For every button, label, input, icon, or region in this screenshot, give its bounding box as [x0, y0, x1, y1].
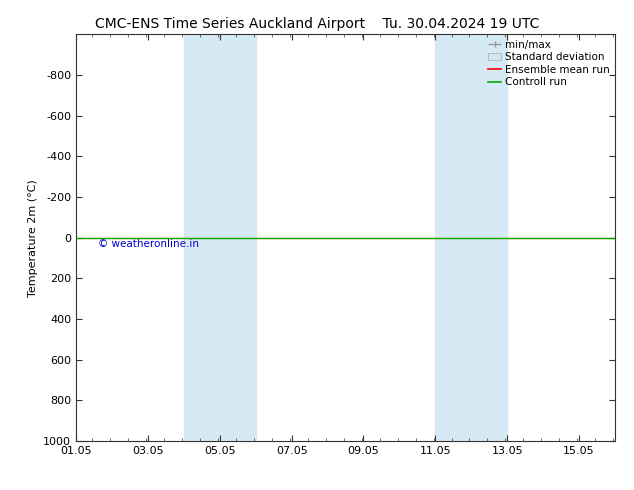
Bar [436, 34, 507, 441]
Bar [184, 34, 256, 441]
Y-axis label: Temperature 2m (°C): Temperature 2m (°C) [28, 179, 37, 296]
Legend: min/max, Standard deviation, Ensemble mean run, Controll run: min/max, Standard deviation, Ensemble me… [486, 37, 612, 89]
Text: CMC-ENS Time Series Auckland Airport    Tu. 30.04.2024 19 UTC: CMC-ENS Time Series Auckland Airport Tu.… [95, 17, 539, 31]
Text: © weatheronline.in: © weatheronline.in [98, 239, 198, 249]
